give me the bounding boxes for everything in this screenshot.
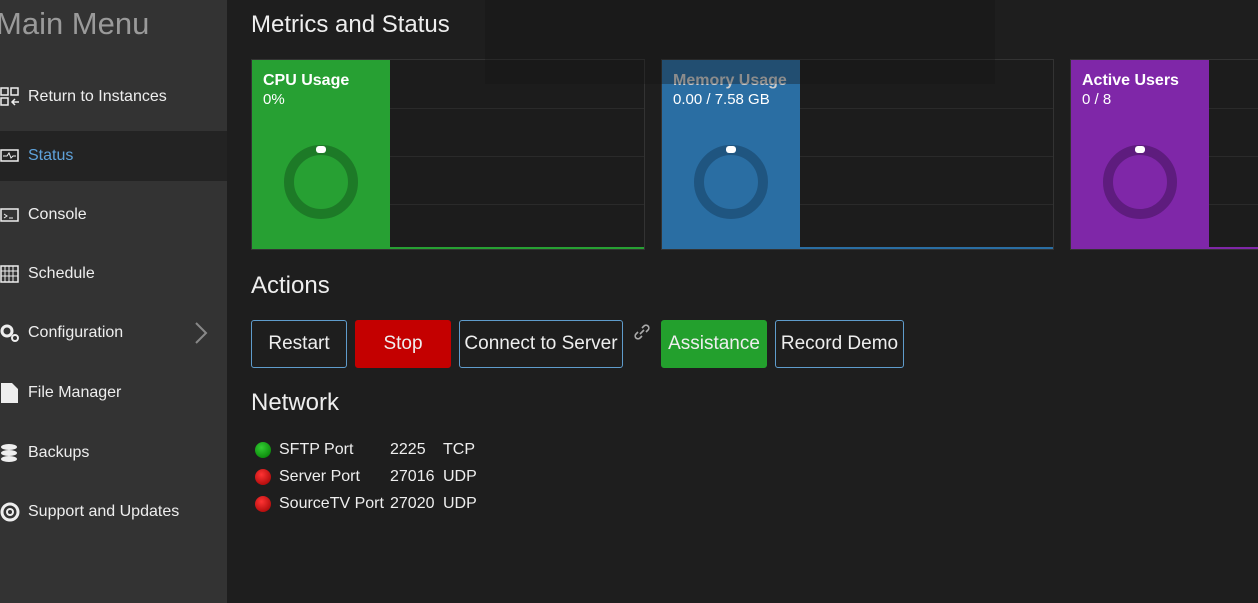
chevron xyxy=(195,322,208,344)
menu-item[interactable]: Configuration xyxy=(0,308,227,358)
metric-card: Memory Usage 0.00 / 7.58 GB xyxy=(661,59,1054,250)
metric-label: Memory Usage xyxy=(673,72,787,89)
menu-label: Console xyxy=(28,206,87,223)
sidebar: Main Menu Return to Instances Status Con… xyxy=(0,0,227,603)
port-protocol: UDP xyxy=(443,495,477,512)
metric-value: 0% xyxy=(263,91,285,108)
menu-label: Status xyxy=(28,147,74,164)
icon xyxy=(0,502,20,522)
port-protocol: UDP xyxy=(443,468,477,485)
section-title: Metrics and Status xyxy=(251,11,450,38)
section-title: Network xyxy=(251,389,340,416)
menu-label: Backups xyxy=(28,444,90,461)
status-dot xyxy=(255,469,271,485)
menu-label: Return to Instances xyxy=(28,88,167,105)
port-number: 2225 xyxy=(390,441,426,458)
sidebar-title: Main Menu xyxy=(0,6,150,41)
icon xyxy=(1,444,17,462)
menu-item[interactable]: Backups xyxy=(0,428,227,478)
menu-label: File Manager xyxy=(28,384,122,401)
icon xyxy=(0,324,19,342)
metric-label: Active Users xyxy=(1082,72,1179,89)
stop-button[interactable]: Stop xyxy=(355,320,451,368)
gauge xyxy=(284,145,358,219)
port-number: 27016 xyxy=(390,468,435,485)
assistance-button[interactable]: Assistance xyxy=(661,320,767,368)
metric-value: 0 / 8 xyxy=(1082,91,1112,108)
port-number: 27020 xyxy=(390,495,435,512)
menu-label: Schedule xyxy=(28,265,95,282)
icon xyxy=(0,265,19,283)
section-title: Actions xyxy=(251,272,330,299)
link-icon[interactable] xyxy=(633,323,651,341)
menu-item[interactable]: Status xyxy=(0,131,227,181)
restart-button[interactable]: Restart xyxy=(251,320,347,368)
port-name: SourceTV Port xyxy=(279,495,384,512)
menu-item[interactable]: Return to Instances xyxy=(0,72,227,122)
connect-button[interactable]: Connect to Server xyxy=(459,320,623,368)
gauge xyxy=(1103,145,1177,219)
metric-card: Active Users 0 / 8 xyxy=(1070,59,1258,250)
port-protocol: TCP xyxy=(443,441,475,458)
status-dot xyxy=(255,442,271,458)
metric-card: CPU Usage 0% xyxy=(251,59,645,250)
status-dot xyxy=(255,496,271,512)
icon xyxy=(0,149,19,162)
menu-item[interactable]: Console xyxy=(0,190,227,240)
menu-item[interactable]: Support and Updates xyxy=(0,487,227,537)
icon xyxy=(0,87,19,106)
overlay xyxy=(485,0,995,84)
menu-label: Configuration xyxy=(28,324,124,341)
menu-item[interactable]: Schedule xyxy=(0,249,227,299)
port-name: Server Port xyxy=(279,468,360,485)
port-name: SFTP Port xyxy=(279,441,354,458)
menu-label: Support and Updates xyxy=(28,503,180,520)
metric-label: CPU Usage xyxy=(263,72,350,89)
record-button[interactable]: Record Demo xyxy=(775,320,904,368)
gauge xyxy=(694,145,768,219)
metric-value: 0.00 / 7.58 GB xyxy=(673,91,770,108)
menu-item[interactable]: File Manager xyxy=(0,368,227,418)
icon xyxy=(0,208,19,222)
icon xyxy=(1,383,18,403)
